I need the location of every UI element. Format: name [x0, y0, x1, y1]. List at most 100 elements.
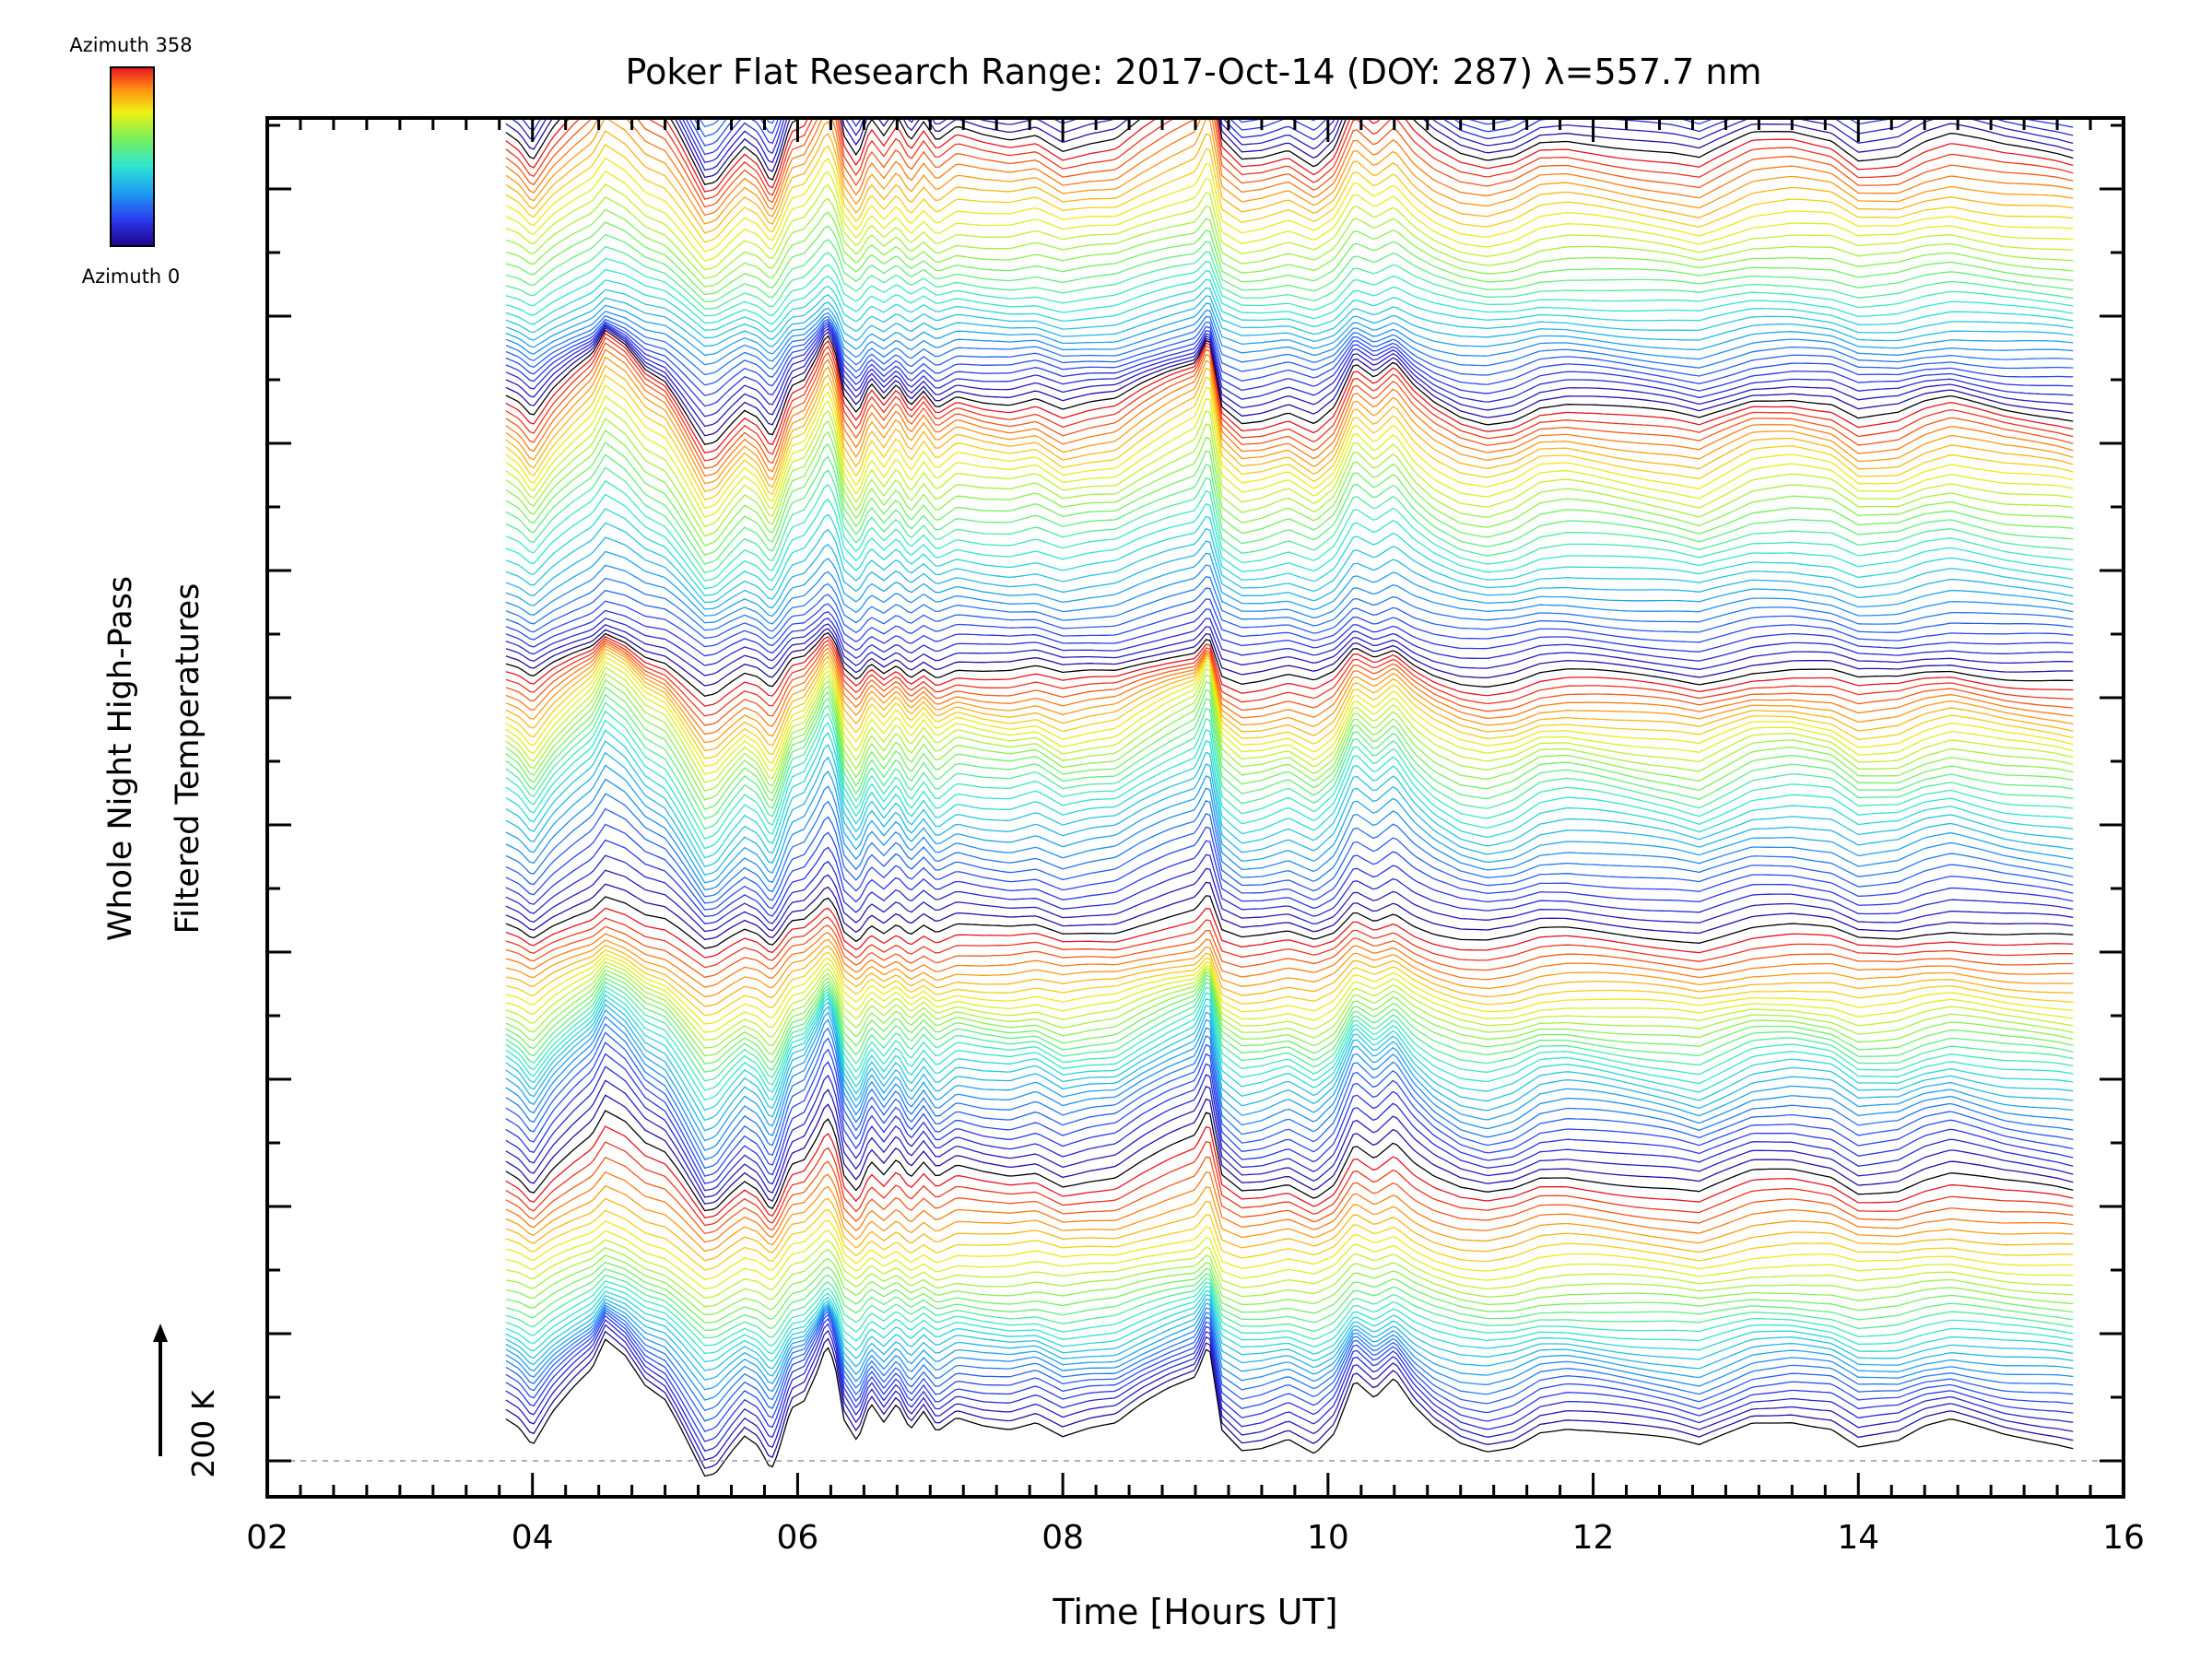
trace-line: [505, 623, 2074, 677]
trace-line: [505, 652, 2074, 759]
trace-line: [505, 170, 2074, 262]
trace-line: [505, 1239, 2074, 1299]
trace-line: [505, 1286, 2074, 1355]
trace-line: [505, 823, 2074, 911]
trace-line: [505, 1280, 2074, 1347]
trace-line: [505, 245, 2074, 310]
trace-line: [505, 972, 2074, 1065]
trace-line: [505, 550, 2074, 618]
trace-line: [505, 118, 2074, 225]
trace-line: [505, 628, 2074, 687]
trace-line: [505, 1312, 2074, 1432]
trace-line: [505, 960, 2074, 1041]
trace-line: [505, 631, 2074, 698]
trace-line: [505, 1197, 2074, 1262]
trace-line: [505, 693, 2074, 820]
trace-line: [505, 710, 2074, 840]
trace-line: [505, 466, 2074, 574]
trace-line: [505, 655, 2074, 768]
trace-line: [505, 608, 2074, 657]
trace-line: [505, 522, 2074, 604]
trace-line: [505, 1141, 2074, 1227]
trace-line: [506, 0, 2073, 17]
trace-line: [505, 118, 2074, 217]
trace-line: [505, 348, 2074, 477]
trace-line: [505, 1338, 2074, 1477]
trace-line: [505, 1330, 2074, 1469]
trace-line: [505, 130, 2074, 234]
trace-line: [505, 907, 2074, 959]
trace-line: [505, 881, 2074, 941]
trace-line: [505, 374, 2074, 500]
trace-line: [505, 1094, 2074, 1205]
trace-line: [505, 321, 2074, 396]
trace-line: [505, 268, 2074, 325]
trace-line: [505, 118, 2074, 179]
trace-line: [505, 1261, 2074, 1324]
trace-line: [505, 916, 2074, 969]
trace-line: [505, 672, 2074, 792]
x-tick-label: 06: [777, 1519, 819, 1557]
x-tick-label: 02: [246, 1519, 288, 1557]
trace-line: [505, 895, 2074, 949]
trace-line: [505, 638, 2074, 717]
scale-arrow-head: [153, 1324, 168, 1342]
trace-line: [505, 384, 2074, 510]
trace-line: [505, 329, 2074, 446]
trace-line: [505, 686, 2074, 810]
trace-line: [688, 118, 2074, 147]
trace-line: [505, 365, 2074, 492]
trace-line: [505, 325, 2074, 428]
trace-line: [505, 640, 2074, 726]
trace-line: [505, 1298, 2074, 1381]
trace-line: [505, 1156, 2074, 1235]
trace-line: [505, 493, 2074, 590]
trace-line: [505, 326, 2074, 437]
trace-line: [505, 221, 2074, 296]
trace-line: [505, 332, 2074, 454]
trace-line: [505, 648, 2074, 752]
trace-line: [505, 924, 2074, 978]
trace-line: [505, 394, 2074, 518]
trace-line: [505, 536, 2074, 610]
trace-line: [505, 957, 2074, 1033]
trace-line: [505, 1254, 2074, 1316]
trace-line: [505, 666, 2074, 783]
trace-line: [505, 287, 2074, 340]
trace-line: [505, 989, 2074, 1101]
trace-line: [506, 0, 2073, 9]
trace-group: [505, 0, 2074, 1477]
trace-line: [505, 965, 2074, 1049]
trace-line: [505, 1110, 2074, 1212]
trace-line: [505, 1008, 2074, 1142]
trace-line: [505, 1184, 2074, 1253]
trace-line: [505, 143, 2074, 243]
trace-line: [505, 719, 2074, 850]
trace-line: [505, 441, 2074, 556]
trace-line: [505, 1268, 2074, 1332]
trace-line: [505, 342, 2074, 469]
trace-line: [505, 1015, 2074, 1151]
trace-line: [505, 953, 2074, 1025]
trace-line: [505, 356, 2074, 485]
y-axis-label-line2: Filtered Temperatures: [170, 583, 206, 935]
trace-line: [505, 1053, 2074, 1184]
trace-line: [505, 1003, 2074, 1132]
trace-line: [505, 807, 2074, 904]
trace-line: [505, 208, 2074, 288]
trace-line: [505, 453, 2074, 565]
x-tick-label: 16: [2102, 1519, 2145, 1557]
trace-line: [505, 944, 2074, 1007]
x-tick-label: 10: [1307, 1519, 1349, 1557]
trace-line: [506, 0, 2073, 48]
trace-line: [505, 508, 2074, 596]
trace-line: [505, 1324, 2074, 1461]
trace-line: [505, 295, 2074, 347]
trace-line: [505, 1301, 2074, 1391]
trace-line: [506, 0, 2073, 55]
trace-line: [505, 336, 2074, 462]
trace-line: [505, 118, 2074, 193]
colorbar-bottom-label: Azimuth 0: [82, 265, 181, 288]
trace-line: [505, 1125, 2074, 1219]
